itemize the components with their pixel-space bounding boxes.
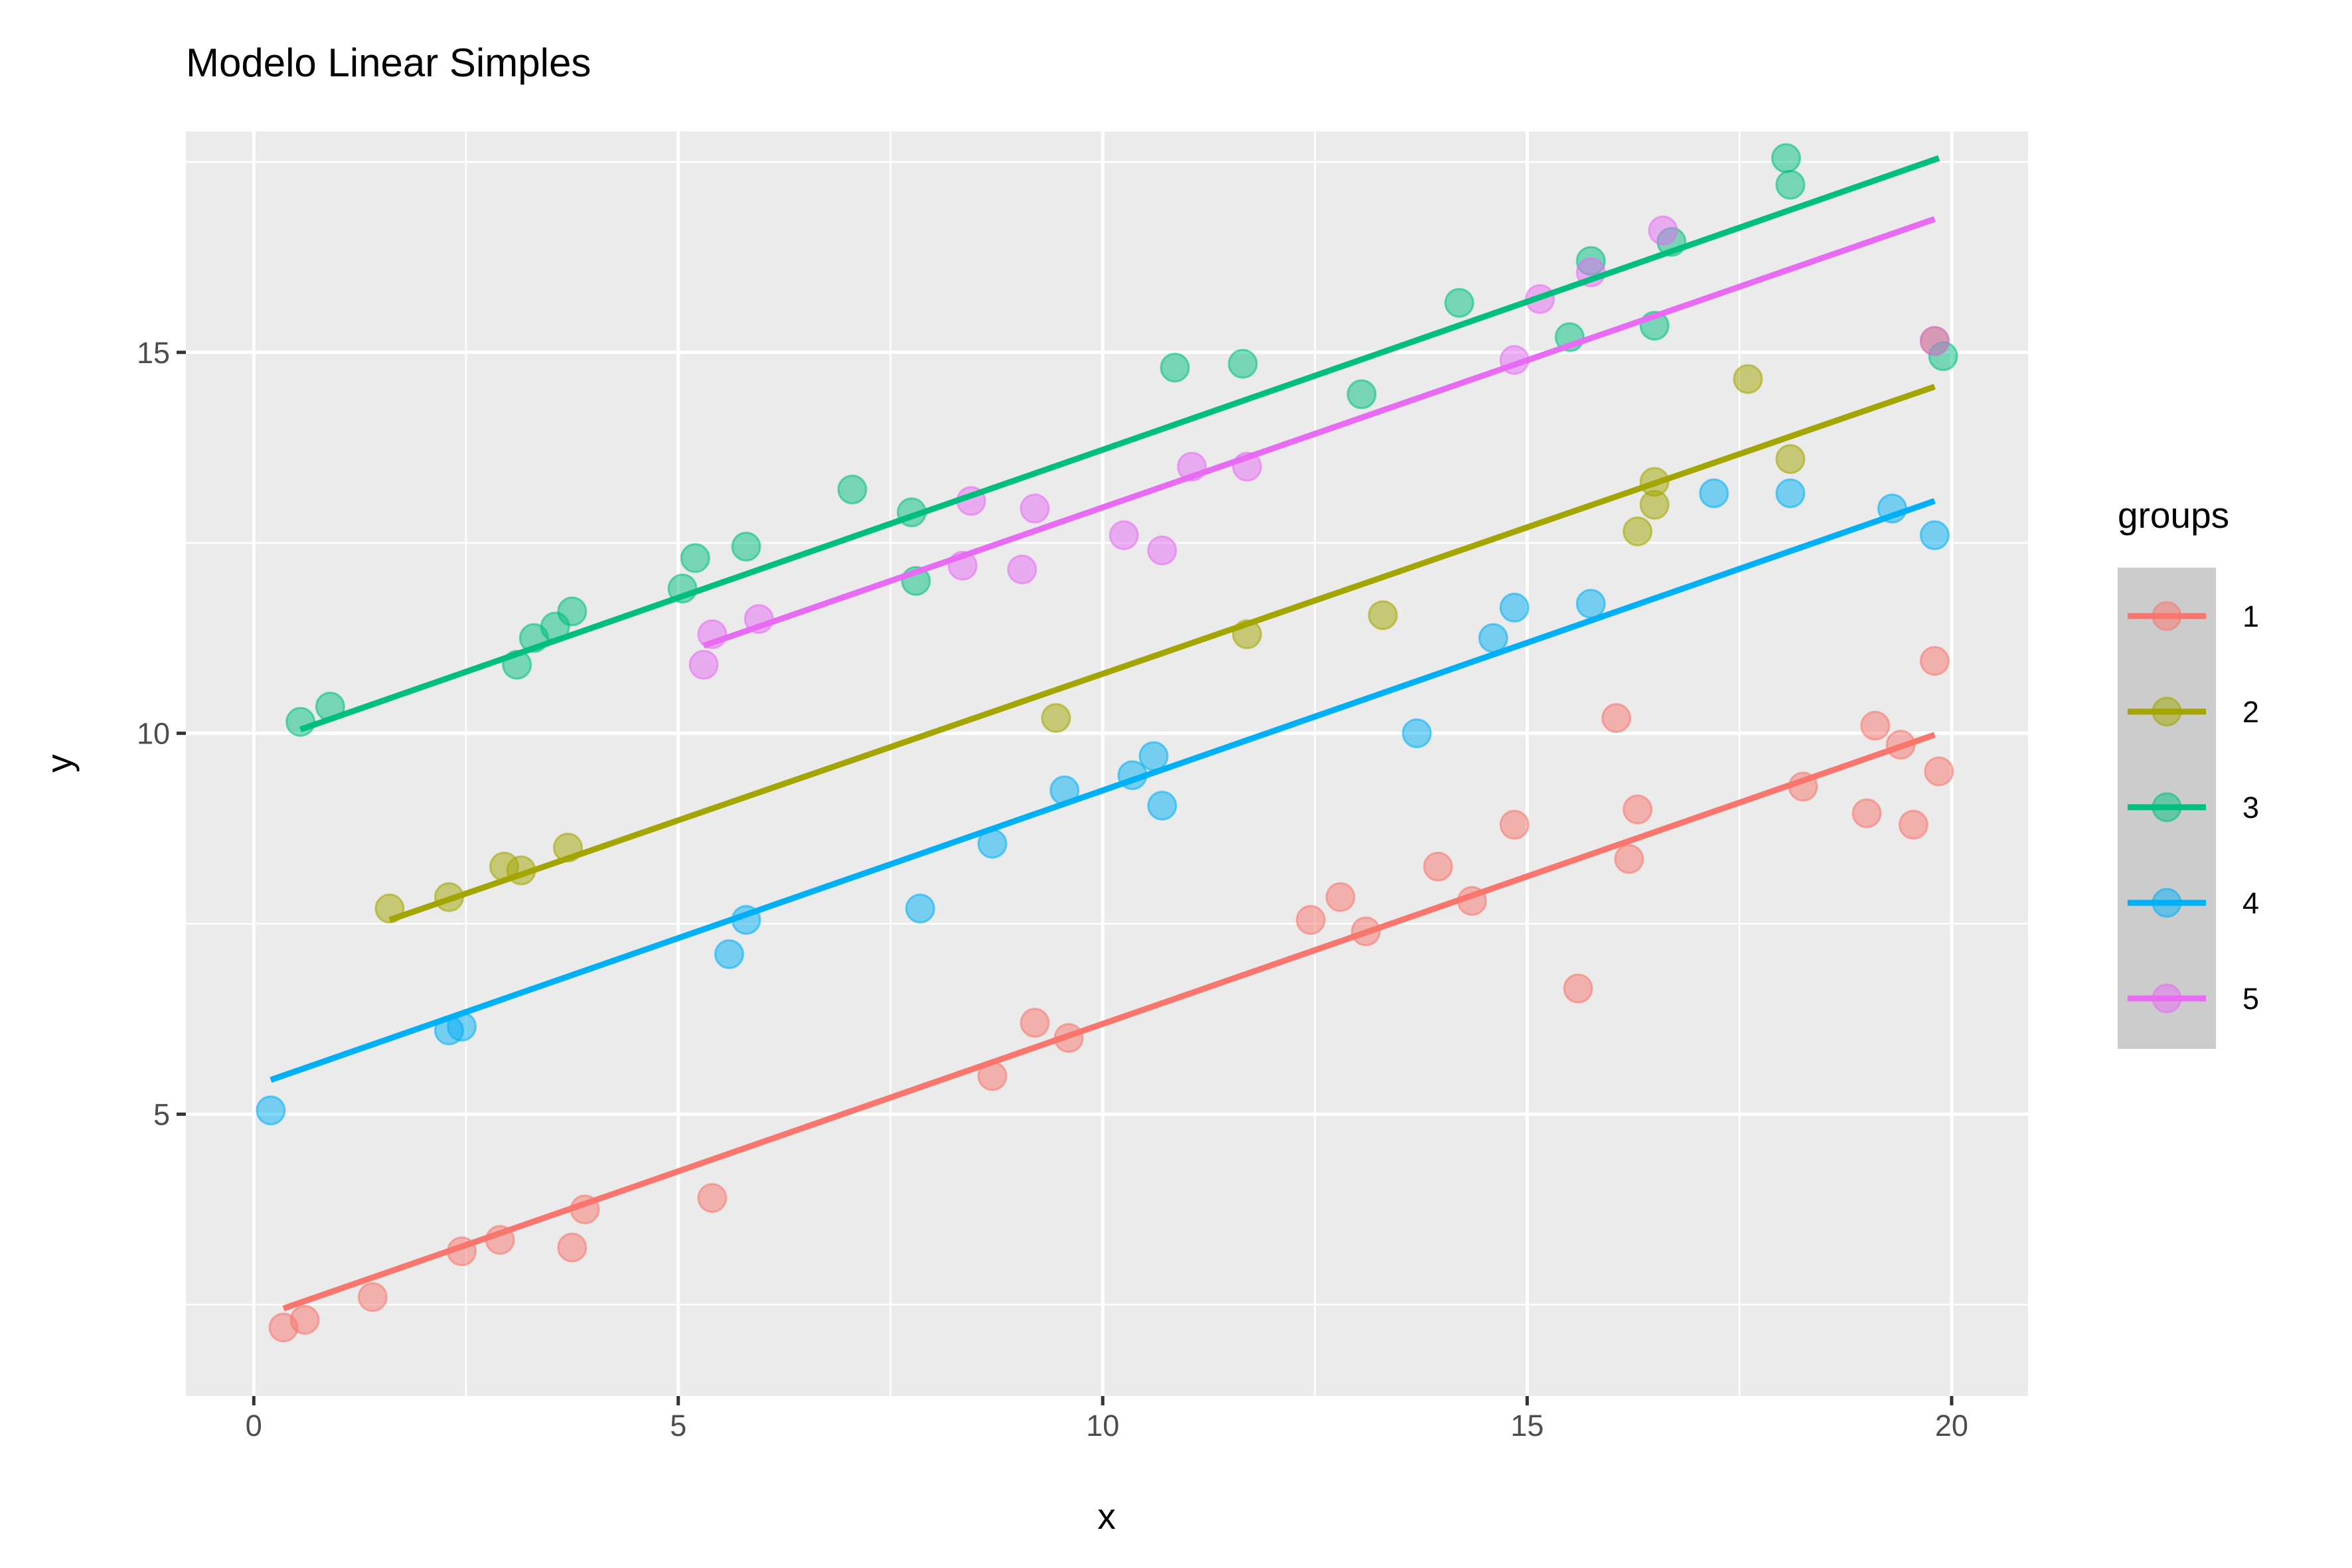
data-point-group-5 [1648,215,1678,246]
data-point-group-5 [688,649,719,680]
data-point-group-3 [731,531,761,562]
data-point-group-5 [1109,520,1139,550]
data-point-group-4 [1147,791,1178,821]
fit-line-group-3 [299,155,1940,733]
legend: groups 1 2 3 4 5 [2118,495,2259,1049]
data-point-group-3 [680,543,710,574]
legend-key-point [2152,888,2182,918]
data-point-group-1 [1423,851,1453,882]
legend-label-5: 5 [2242,982,2259,1016]
data-point-group-4 [1499,592,1529,623]
x-tick-label: 0 [246,1409,262,1443]
data-point-group-3 [1444,287,1474,318]
data-point-group-4 [256,1095,286,1126]
fit-line-group-1 [282,732,1936,1312]
chart-title: Modelo Linear Simples [186,40,591,85]
legend-key-point [2152,696,2182,727]
data-point-group-1 [1851,798,1882,828]
legend-key-point [2152,983,2182,1014]
x-tick-label: 10 [1086,1409,1119,1443]
fit-line-group-2 [388,384,1936,923]
data-point-group-1 [357,1282,388,1312]
data-point-group-4 [714,939,744,969]
y-tick-label: 10 [137,717,170,751]
y-axis-ticks: 5 10 15 [137,336,186,1131]
legend-label-4: 4 [2242,886,2259,920]
data-point-group-1 [289,1304,320,1335]
data-point-group-2 [1733,364,1763,394]
x-tick-label: 15 [1510,1409,1543,1443]
data-point-group-5 [1020,493,1050,524]
data-point-group-1 [1924,756,1954,787]
legend-key-point [2152,792,2182,823]
data-points [256,143,1958,1343]
legend-key-point [2152,601,2182,631]
data-point-group-3 [1771,143,1802,173]
legend-label-1: 1 [2242,599,2259,633]
legend-title: groups [2118,495,2229,536]
data-point-group-3 [557,596,588,627]
data-point-group-4 [905,894,935,924]
data-point-group-1 [1898,809,1928,840]
legend-label-2: 2 [2242,695,2259,729]
x-axis-ticks: 0 5 10 15 20 [246,1396,1968,1443]
data-point-group-4 [1575,589,1606,619]
data-point-group-4 [1919,520,1950,550]
fit-line-group-5 [702,216,1936,649]
y-tick-label: 5 [153,1097,170,1131]
plot-panel [186,131,2028,1396]
x-tick-label: 20 [1935,1409,1968,1443]
data-point-group-2 [1368,600,1398,631]
data-point-group-1 [1860,710,1891,741]
legend-label-3: 3 [2242,791,2259,824]
y-tick-label: 15 [137,336,170,370]
data-point-group-3 [1346,379,1377,410]
data-point-group-4 [1401,718,1432,749]
data-point-group-5 [1007,554,1038,585]
data-point-group-5 [1919,326,1950,356]
data-point-group-4 [1775,478,1806,509]
data-point-group-1 [1622,794,1653,824]
data-point-group-1 [1295,905,1326,935]
data-point-group-1 [1020,1008,1050,1038]
data-point-group-1 [697,1183,728,1214]
data-point-group-1 [557,1232,588,1263]
data-point-group-3 [837,474,868,505]
data-point-group-5 [1147,535,1178,566]
data-point-group-2 [1622,516,1653,546]
data-point-group-1 [1325,882,1356,912]
data-point-group-2 [1775,443,1806,474]
data-point-group-4 [1699,478,1729,509]
data-point-group-1 [1919,646,1950,676]
x-tick-label: 5 [670,1409,686,1443]
minor-gridlines [186,131,2028,1396]
major-gridlines [186,131,2028,1396]
data-point-group-1 [1499,809,1529,840]
data-point-group-3 [285,706,316,737]
data-point-group-1 [1563,973,1593,1004]
data-point-group-4 [1138,741,1169,771]
fit-lines [270,155,1940,1312]
x-axis-title: x [1097,1496,1116,1537]
data-point-group-1 [1601,703,1632,734]
data-point-group-2 [1041,703,1071,734]
data-point-group-3 [1775,169,1806,200]
y-axis-title: y [39,754,80,773]
data-point-group-3 [1160,353,1190,383]
data-point-group-1 [1614,844,1644,874]
data-point-group-3 [1227,349,1258,379]
data-point-group-4 [1478,623,1508,653]
fit-line-group-4 [270,498,1936,1083]
